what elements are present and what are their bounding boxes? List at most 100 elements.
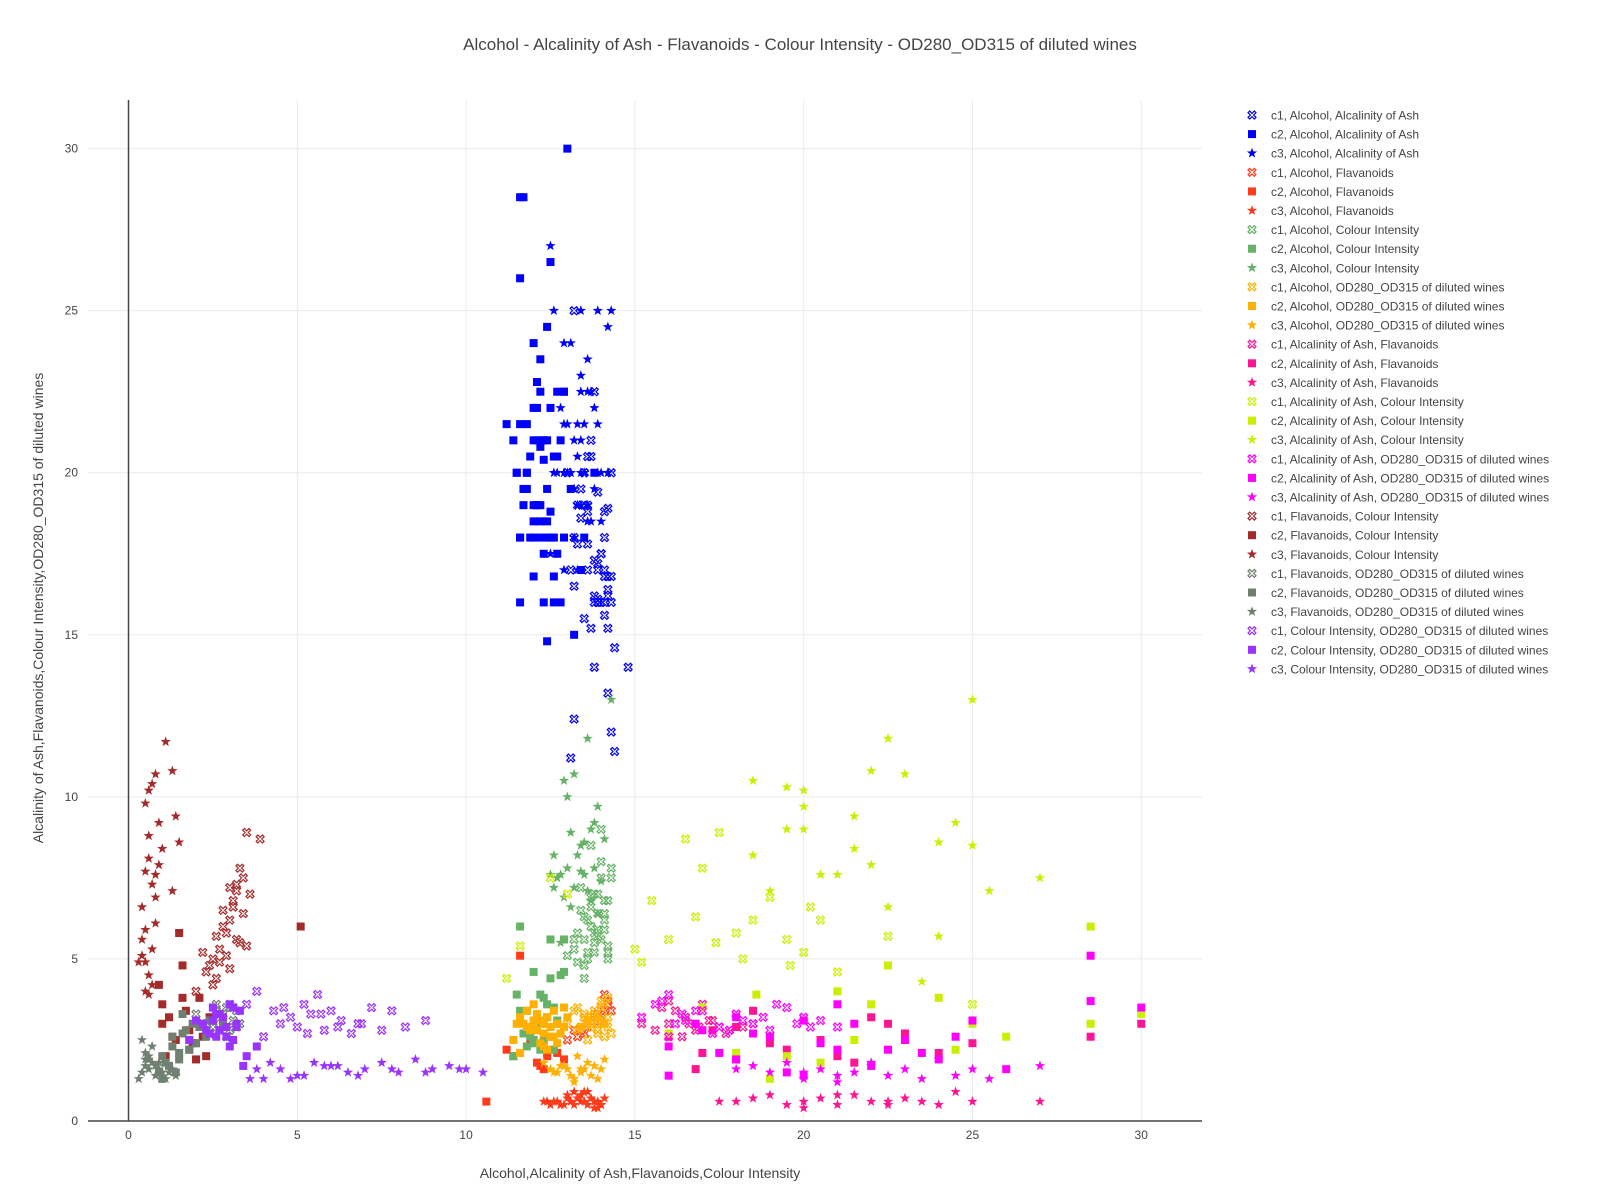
data-point <box>516 420 525 429</box>
legend-label: c3, Alcalinity of Ash, OD280_OD315 of di… <box>1271 491 1549 505</box>
data-point <box>569 944 579 955</box>
data-point <box>568 1086 580 1097</box>
data-point <box>545 1063 556 1074</box>
data-point <box>866 859 877 870</box>
data-point <box>133 1073 144 1084</box>
data-point <box>516 1006 525 1015</box>
data-point <box>798 1066 809 1077</box>
data-point <box>867 1013 876 1022</box>
data-point <box>232 1023 241 1032</box>
data-point <box>816 1039 825 1048</box>
data-point <box>536 533 545 542</box>
legend-label: c3, Alcohol, Alcalinity of Ash <box>1271 147 1419 161</box>
chart-title: Alcohol - Alcalinity of Ash - Flavanoids… <box>463 35 1137 54</box>
data-point <box>677 1009 687 1019</box>
data-point <box>917 1048 926 1057</box>
series-28 <box>241 986 431 1042</box>
data-point <box>545 240 556 251</box>
legend-marker <box>1246 147 1258 158</box>
legend-label: c2, Alcohol, Flavanoids <box>1271 185 1394 199</box>
data-point <box>568 434 580 445</box>
data-point <box>747 1092 759 1103</box>
data-point <box>781 1099 792 1110</box>
data-point <box>529 572 538 581</box>
data-point <box>602 321 613 332</box>
data-point <box>596 856 606 867</box>
data-point <box>582 506 593 517</box>
data-point <box>732 1055 741 1064</box>
data-point <box>539 1029 548 1038</box>
data-point <box>636 1012 647 1023</box>
data-point <box>575 1066 586 1077</box>
data-point <box>933 1054 944 1064</box>
data-point <box>212 1032 221 1041</box>
data-point <box>529 1035 538 1044</box>
data-point <box>143 853 154 863</box>
data-point <box>708 1026 717 1035</box>
data-point <box>680 834 691 844</box>
data-point <box>600 1019 609 1028</box>
data-point <box>154 980 163 989</box>
data-point <box>596 548 606 559</box>
x-tick-label: 25 <box>966 1128 980 1142</box>
data-point <box>916 1096 927 1106</box>
legend-marker <box>1246 205 1258 215</box>
data-point <box>170 1070 181 1080</box>
data-point <box>559 533 568 542</box>
data-point <box>178 1010 187 1019</box>
data-point <box>747 849 759 860</box>
data-point <box>585 823 597 834</box>
data-point <box>798 801 809 811</box>
data-point <box>732 1013 741 1022</box>
data-point <box>366 1002 377 1013</box>
data-point <box>545 869 556 880</box>
data-point <box>224 963 235 974</box>
data-point <box>158 1052 167 1061</box>
data-point <box>589 1060 600 1071</box>
data-point <box>539 455 548 464</box>
data-point <box>420 1015 431 1026</box>
data-point <box>575 866 586 876</box>
data-point <box>168 1032 177 1041</box>
data-point <box>636 1018 647 1029</box>
data-point <box>747 1060 759 1071</box>
data-point <box>832 1076 843 1087</box>
data-point <box>218 905 228 916</box>
data-point <box>1137 1019 1146 1028</box>
data-point <box>609 642 620 653</box>
data-point <box>967 999 978 1010</box>
data-point <box>175 929 184 938</box>
data-point <box>765 1032 774 1041</box>
data-point <box>158 1019 167 1028</box>
y-tick-label: 20 <box>65 466 79 480</box>
data-point <box>548 849 559 860</box>
data-point <box>815 869 826 880</box>
data-point <box>218 921 228 932</box>
data-point <box>228 895 239 906</box>
x-tick-label: 0 <box>125 1128 132 1142</box>
data-point <box>572 451 583 461</box>
data-point <box>539 1019 548 1028</box>
data-point <box>882 1096 894 1106</box>
data-point <box>1034 872 1046 883</box>
data-point <box>799 1016 808 1025</box>
data-point <box>543 1052 552 1061</box>
data-point <box>545 548 556 559</box>
data-point <box>765 892 775 903</box>
legend-marker <box>1246 491 1258 502</box>
data-point <box>599 924 610 935</box>
data-point <box>832 1099 843 1110</box>
data-point <box>586 921 596 932</box>
data-point <box>539 1042 548 1051</box>
legend-label: c3, Flavanoids, OD280_OD315 of diluted w… <box>1271 605 1524 619</box>
data-point <box>258 1031 269 1042</box>
data-point <box>559 967 568 976</box>
data-point <box>589 662 600 673</box>
data-point <box>167 765 178 776</box>
data-point <box>748 915 758 925</box>
data-point <box>663 934 674 945</box>
data-point <box>569 581 579 592</box>
data-point <box>663 989 674 1000</box>
data-point <box>765 1074 774 1083</box>
data-point <box>582 1057 593 1068</box>
